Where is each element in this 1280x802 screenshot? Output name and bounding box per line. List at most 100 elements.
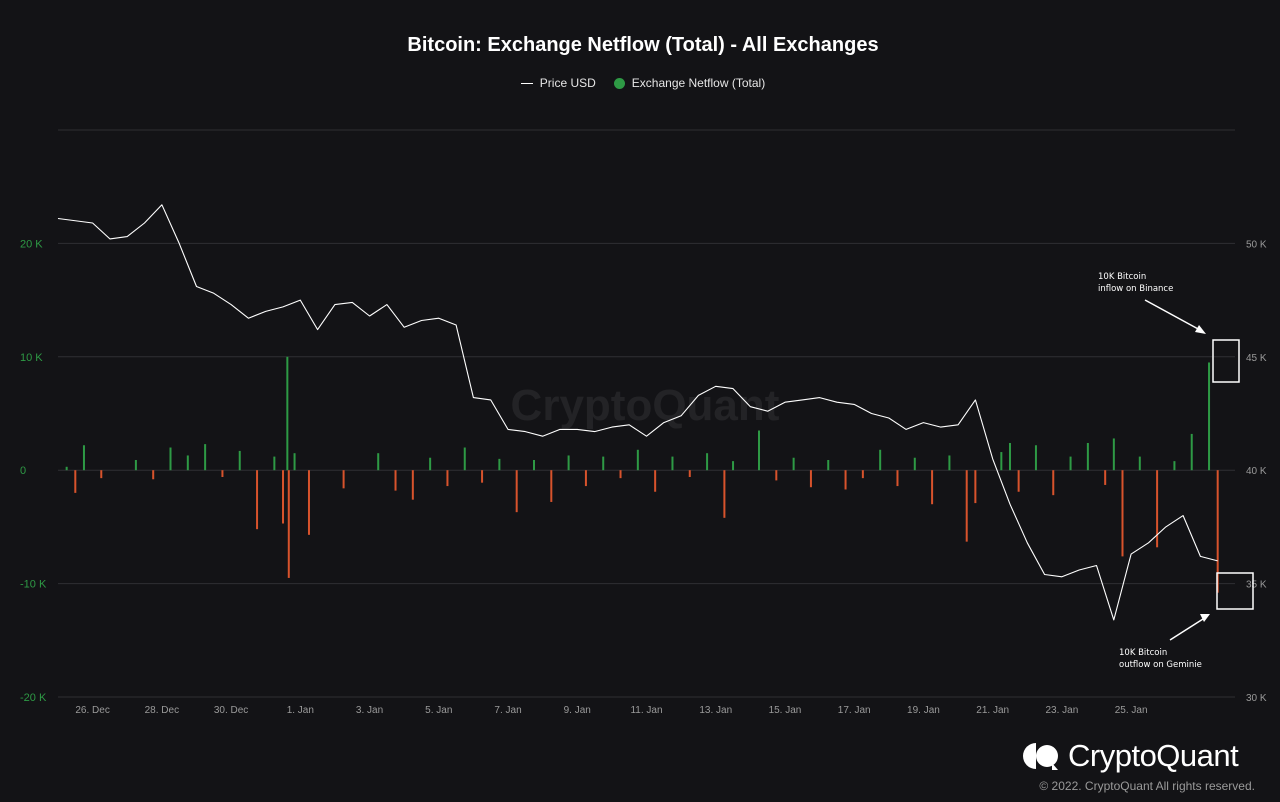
netflow-bar bbox=[1138, 456, 1141, 471]
netflow-bar bbox=[775, 470, 778, 481]
x-tick-label: 15. Jan bbox=[769, 705, 802, 716]
netflow-bar bbox=[1008, 442, 1011, 471]
netflow-bar bbox=[273, 456, 276, 471]
x-tick-label: 30. Dec bbox=[214, 705, 248, 716]
netflow-bar bbox=[1112, 438, 1115, 471]
netflow-bar bbox=[567, 455, 570, 471]
x-tick-label: 9. Jan bbox=[564, 705, 591, 716]
netflow-bar bbox=[152, 470, 155, 480]
netflow-bar bbox=[792, 457, 795, 471]
x-tick-label: 25. Jan bbox=[1115, 705, 1148, 716]
x-tick-label: 21. Jan bbox=[976, 705, 1009, 716]
netflow-bar bbox=[1069, 456, 1072, 471]
netflow-bar bbox=[429, 457, 432, 471]
annotation-inflow-binance: 10K Bitcoin inflow on Binance bbox=[1098, 272, 1174, 294]
netflow-bar bbox=[100, 470, 103, 479]
netflow-bar bbox=[411, 470, 414, 500]
netflow-bar bbox=[974, 470, 977, 504]
netflow-bar bbox=[948, 455, 951, 471]
x-tick-label: 3. Jan bbox=[356, 705, 383, 716]
annotation-arrowhead-outflow bbox=[1200, 614, 1210, 622]
netflow-bar bbox=[134, 459, 137, 471]
y-right-tick-label: 30 K bbox=[1246, 693, 1267, 704]
netflow-bar bbox=[913, 457, 916, 471]
netflow-bar bbox=[221, 470, 224, 478]
netflow-bar bbox=[706, 453, 709, 471]
netflow-bar bbox=[463, 447, 466, 471]
x-tick-label: 28. Dec bbox=[145, 705, 179, 716]
legend-item-price[interactable]: Price USD bbox=[520, 76, 596, 90]
netflow-bar bbox=[619, 470, 622, 479]
netflow-bar bbox=[636, 449, 639, 471]
netflow-bar bbox=[1086, 442, 1089, 471]
netflow-bar bbox=[550, 470, 553, 502]
chart-title: Bitcoin: Exchange Netflow (Total) - All … bbox=[407, 34, 879, 56]
y-left-tick-label: -10 K bbox=[20, 579, 47, 591]
netflow-bar bbox=[1208, 362, 1211, 471]
brand-name: CryptoQuant bbox=[1068, 738, 1239, 773]
netflow-bar bbox=[74, 470, 77, 493]
netflow-bar bbox=[758, 430, 761, 471]
netflow-bar bbox=[286, 356, 289, 471]
netflow-bar bbox=[844, 470, 847, 490]
netflow-bar bbox=[1104, 470, 1107, 485]
netflow-bar bbox=[394, 470, 397, 491]
netflow-bar bbox=[186, 455, 189, 471]
cryptoquant-logo-icon bbox=[1023, 743, 1058, 770]
x-tick-label: 7. Jan bbox=[494, 705, 521, 716]
watermark-text: CryptoQuant bbox=[511, 381, 780, 430]
price-line bbox=[57, 204, 1218, 621]
legend-dot-icon bbox=[613, 77, 625, 89]
netflow-bar bbox=[671, 456, 674, 471]
netflow-bar bbox=[602, 456, 605, 471]
legend-label-netflow: Exchange Netflow (Total) bbox=[631, 76, 766, 90]
x-tick-label: 11. Jan bbox=[630, 705, 662, 716]
netflow-bar bbox=[1190, 433, 1193, 471]
netflow-bar bbox=[1156, 470, 1159, 548]
netflow-bar bbox=[342, 470, 345, 489]
y-left-tick-label: 0 bbox=[20, 465, 26, 477]
annotation-box-inflow bbox=[1212, 339, 1240, 383]
netflow-bar bbox=[307, 470, 310, 535]
x-tick-label: 26. Dec bbox=[75, 705, 109, 716]
netflow-bar bbox=[169, 447, 172, 471]
netflow-bar bbox=[238, 450, 241, 471]
y-left-tick-label: -20 K bbox=[20, 692, 47, 704]
netflow-bar bbox=[204, 444, 207, 471]
netflow-bar bbox=[688, 470, 691, 478]
x-tick-label: 5. Jan bbox=[425, 705, 452, 716]
chart-legend: Price USD Exchange Netflow (Total) bbox=[0, 76, 1280, 90]
netflow-bar bbox=[1000, 452, 1003, 471]
y-right-tick-label: 40 K bbox=[1246, 466, 1267, 477]
netflow-bar bbox=[282, 470, 285, 524]
y-right-tick-label: 45 K bbox=[1246, 353, 1267, 364]
netflow-bar bbox=[256, 470, 259, 530]
netflow-bar bbox=[1216, 470, 1219, 593]
x-tick-label: 1. Jan bbox=[287, 705, 314, 716]
netflow-bar bbox=[481, 470, 484, 483]
netflow-bar bbox=[896, 470, 899, 487]
netflow-bar bbox=[446, 470, 449, 487]
annotation-arrow-inflow bbox=[1144, 299, 1201, 331]
y-left-tick-label: 10 K bbox=[20, 352, 43, 364]
netflow-bar bbox=[377, 453, 380, 471]
annotation-arrowhead-inflow bbox=[1195, 325, 1206, 334]
annotation-box-outflow bbox=[1216, 572, 1254, 610]
legend-line-icon bbox=[520, 82, 533, 84]
annotation-arrow-outflow bbox=[1169, 618, 1204, 641]
legend-item-netflow[interactable]: Exchange Netflow (Total) bbox=[613, 76, 766, 90]
netflow-bar bbox=[965, 470, 968, 542]
netflow-bar bbox=[1052, 470, 1055, 496]
y-right-tick-label: 50 K bbox=[1246, 239, 1267, 250]
netflow-bar bbox=[861, 470, 864, 479]
legend-label-price: Price USD bbox=[539, 76, 596, 90]
netflow-bar bbox=[654, 470, 657, 492]
netflow-bar bbox=[584, 470, 587, 487]
x-tick-label: 23. Jan bbox=[1046, 705, 1079, 716]
netflow-bar bbox=[287, 470, 290, 578]
copyright-text: © 2022. CryptoQuant All rights reserved. bbox=[1039, 779, 1255, 793]
y-right-tick-label: 35 K bbox=[1246, 580, 1267, 591]
netflow-bar bbox=[827, 459, 830, 471]
brand-logo: CryptoQuant bbox=[1022, 738, 1239, 774]
netflow-bar bbox=[1173, 461, 1176, 471]
